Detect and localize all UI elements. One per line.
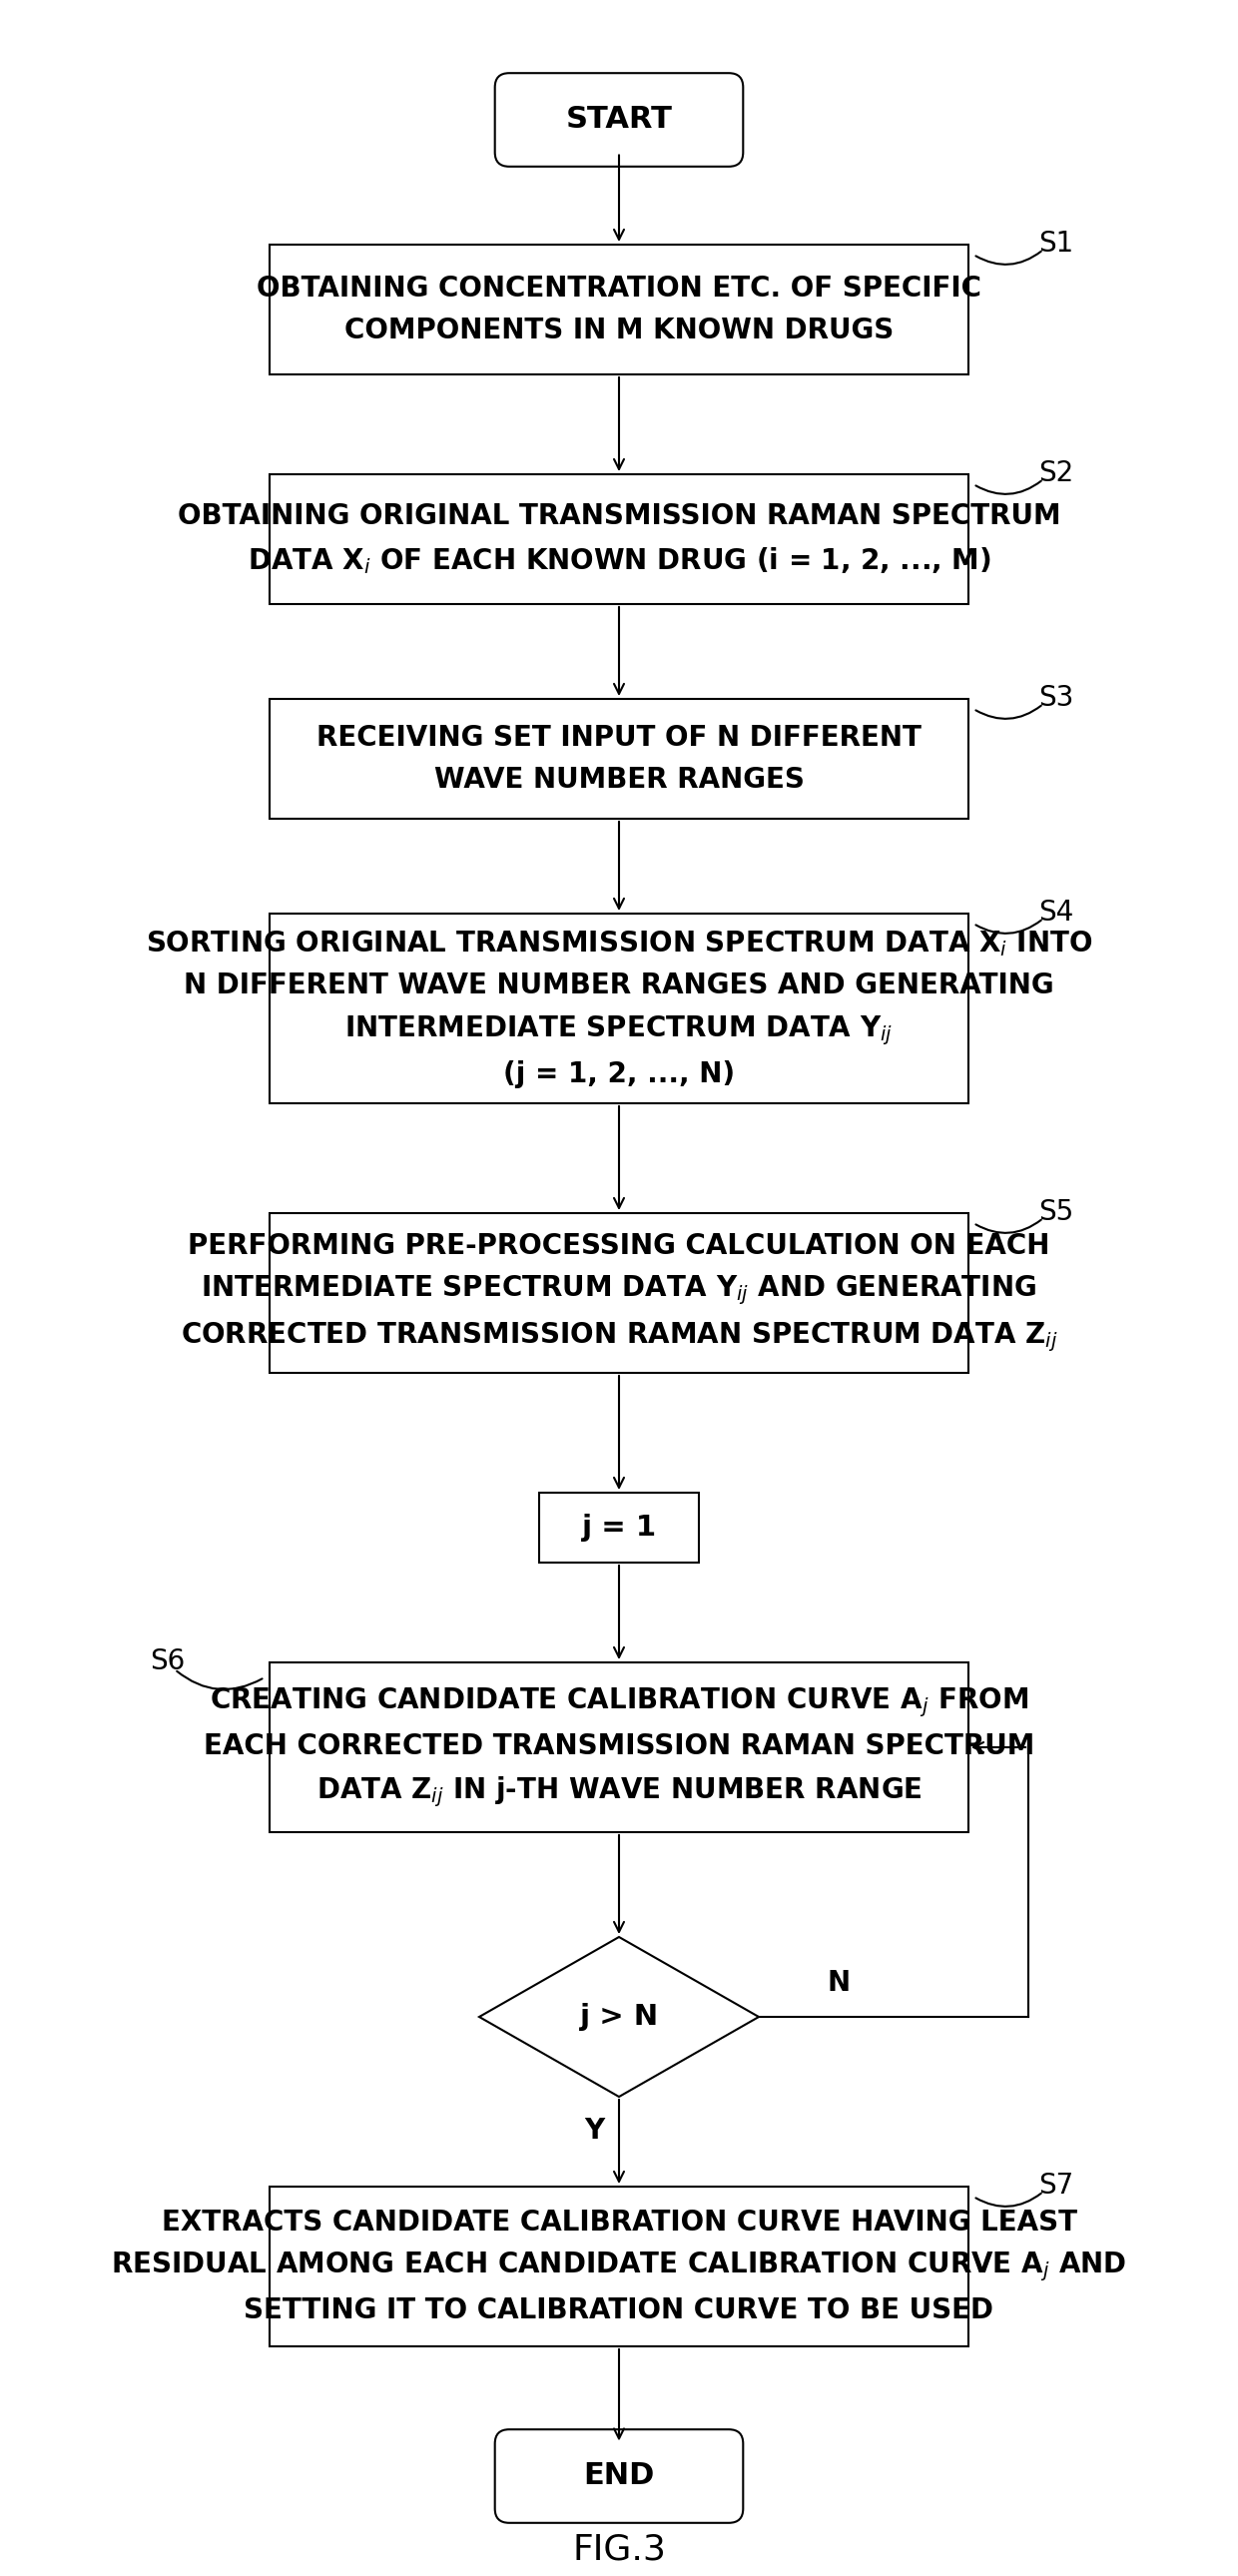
Text: END: END	[583, 2463, 655, 2491]
Bar	[270, 474, 968, 603]
Text: S6: S6	[150, 1649, 184, 1674]
Bar	[539, 1492, 699, 1564]
Text: Y: Y	[584, 2117, 604, 2146]
Text: S4: S4	[1039, 899, 1073, 927]
Text: EXTRACTS CANDIDATE CALIBRATION CURVE HAVING LEAST
RESIDUAL AMONG EACH CANDIDATE : EXTRACTS CANDIDATE CALIBRATION CURVE HAV…	[111, 2208, 1127, 2324]
Text: PERFORMING PRE-PROCESSING CALCULATION ON EACH
INTERMEDIATE SPECTRUM DATA Y$_{ij}: PERFORMING PRE-PROCESSING CALCULATION ON…	[181, 1231, 1057, 1355]
Bar	[270, 698, 968, 819]
Bar	[270, 914, 968, 1103]
Bar	[270, 2187, 968, 2347]
Text: OBTAINING ORIGINAL TRANSMISSION RAMAN SPECTRUM
DATA X$_i$ OF EACH KNOWN DRUG (i : OBTAINING ORIGINAL TRANSMISSION RAMAN SP…	[177, 502, 1061, 574]
Bar	[270, 1662, 968, 1832]
Bar	[270, 245, 968, 374]
Text: START: START	[566, 106, 672, 134]
Text: N: N	[827, 1968, 851, 1996]
Text: RECEIVING SET INPUT OF N DIFFERENT
WAVE NUMBER RANGES: RECEIVING SET INPUT OF N DIFFERENT WAVE …	[317, 724, 921, 793]
Text: S7: S7	[1039, 2172, 1073, 2200]
Text: CREATING CANDIDATE CALIBRATION CURVE A$_j$ FROM
EACH CORRECTED TRANSMISSION RAMA: CREATING CANDIDATE CALIBRATION CURVE A$_…	[203, 1685, 1035, 1808]
Text: SORTING ORIGINAL TRANSMISSION SPECTRUM DATA X$_i$ INTO
N DIFFERENT WAVE NUMBER R: SORTING ORIGINAL TRANSMISSION SPECTRUM D…	[146, 930, 1092, 1087]
FancyBboxPatch shape	[495, 72, 743, 167]
Text: S2: S2	[1039, 459, 1073, 487]
Bar	[270, 1213, 968, 1373]
Text: S3: S3	[1039, 685, 1073, 711]
Text: S1: S1	[1039, 229, 1073, 258]
Text: j = 1: j = 1	[582, 1515, 656, 1540]
FancyBboxPatch shape	[495, 2429, 743, 2522]
Text: FIG.3: FIG.3	[572, 2532, 666, 2566]
Text: S5: S5	[1039, 1198, 1073, 1226]
Text: j > N: j > N	[579, 2004, 659, 2030]
Polygon shape	[479, 1937, 759, 2097]
Text: OBTAINING CONCENTRATION ETC. OF SPECIFIC
COMPONENTS IN M KNOWN DRUGS: OBTAINING CONCENTRATION ETC. OF SPECIFIC…	[256, 276, 982, 345]
